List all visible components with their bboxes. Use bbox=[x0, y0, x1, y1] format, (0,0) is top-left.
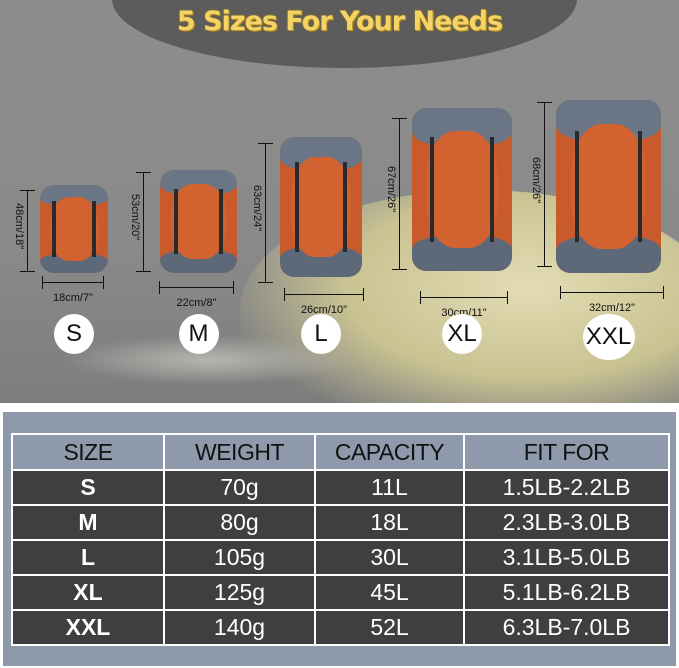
strap bbox=[173, 188, 178, 255]
compression-bag-xl bbox=[412, 108, 512, 271]
compression-bag-l bbox=[280, 137, 362, 277]
strap bbox=[490, 137, 494, 242]
cell-fit-for: 5.1LB-6.2LB bbox=[463, 574, 670, 611]
cell-weight: 105g bbox=[163, 539, 316, 576]
width-label: 26cm/10" bbox=[300, 304, 348, 316]
size-table-panel: SIZE WEIGHT CAPACITY FIT FOR S 70g 11L 1.5L… bbox=[3, 412, 676, 666]
height-label: 68cm/26" bbox=[530, 156, 542, 203]
table-header-row: SIZE WEIGHT CAPACITY FIT FOR bbox=[11, 433, 670, 471]
height-dimension-line bbox=[392, 118, 407, 270]
cell-size: S bbox=[11, 469, 165, 506]
cell-weight: 80g bbox=[163, 504, 316, 541]
width-dimension-line bbox=[284, 288, 364, 301]
height-label: 48cm/18" bbox=[13, 203, 25, 250]
size-badge: M bbox=[178, 314, 219, 354]
product-photo: 5 Sizes For Your Needs 48cm/18" 18cm/7" … bbox=[0, 0, 679, 403]
height-label: 53cm/20" bbox=[129, 194, 141, 241]
cell-fit-for: 1.5LB-2.2LB bbox=[463, 469, 670, 506]
size-badge: XL bbox=[442, 314, 482, 354]
bag-body bbox=[570, 124, 647, 249]
cell-capacity: 52L bbox=[314, 609, 465, 646]
strap bbox=[574, 131, 579, 242]
cell-size: M bbox=[11, 504, 165, 541]
width-label: 18cm/7" bbox=[53, 292, 93, 304]
bag-top bbox=[40, 185, 108, 207]
cell-capacity: 30L bbox=[314, 539, 465, 576]
strap bbox=[219, 188, 224, 255]
cell-capacity: 11L bbox=[314, 469, 465, 506]
width-dimension-line bbox=[42, 276, 104, 289]
cell-weight: 70g bbox=[163, 469, 316, 506]
height-dimension-line bbox=[20, 190, 35, 272]
table-row: XL 125g 45L 5.1LB-6.2LB bbox=[11, 574, 670, 611]
strap bbox=[638, 131, 643, 242]
table-row: M 80g 18L 2.3LB-3.0LB bbox=[11, 504, 670, 541]
header-size: SIZE bbox=[11, 433, 165, 471]
cell-fit-for: 2.3LB-3.0LB bbox=[463, 504, 670, 541]
cell-fit-for: 3.1LB-5.0LB bbox=[463, 539, 670, 576]
table-row: S 70g 11L 1.5LB-2.2LB bbox=[11, 469, 670, 506]
bag-body bbox=[170, 184, 227, 259]
bag-bottom bbox=[40, 253, 108, 273]
size-badge: L bbox=[301, 314, 341, 354]
header-capacity: CAPACITY bbox=[314, 433, 465, 471]
strap bbox=[430, 137, 434, 242]
cell-size: XL bbox=[11, 574, 165, 611]
bag-body bbox=[291, 156, 351, 258]
width-dimension-line bbox=[159, 281, 234, 294]
strap bbox=[91, 200, 96, 258]
width-dimension-line bbox=[420, 291, 508, 304]
size-table: SIZE WEIGHT CAPACITY FIT FOR S 70g 11L 1.5L… bbox=[11, 433, 670, 646]
strap bbox=[294, 162, 299, 252]
header-weight: WEIGHT bbox=[163, 433, 316, 471]
page-title: 5 Sizes For Your Needs bbox=[176, 6, 503, 37]
bag-body bbox=[426, 130, 498, 249]
height-label: 63cm/24" bbox=[251, 185, 263, 232]
width-label: 22cm/8" bbox=[176, 297, 217, 309]
compression-bag-m bbox=[160, 170, 237, 273]
cell-capacity: 18L bbox=[314, 504, 465, 541]
size-badge: XXL bbox=[582, 314, 635, 360]
height-dimension-line bbox=[136, 172, 151, 272]
cell-fit-for: 6.3LB-7.0LB bbox=[463, 609, 670, 646]
header-fit-for: FIT FOR bbox=[463, 433, 670, 471]
cell-weight: 140g bbox=[163, 609, 316, 646]
height-label: 67cm/26" bbox=[385, 166, 397, 213]
width-label: 32cm/12" bbox=[588, 302, 636, 314]
width-dimension-line bbox=[560, 286, 664, 299]
bag-bottom bbox=[160, 250, 237, 273]
cell-size: XXL bbox=[11, 609, 165, 646]
size-badge: S bbox=[54, 314, 94, 354]
strap bbox=[52, 200, 57, 258]
height-dimension-line bbox=[258, 143, 273, 283]
table-row: L 105g 30L 3.1LB-5.0LB bbox=[11, 539, 670, 576]
cell-capacity: 45L bbox=[314, 574, 465, 611]
height-dimension-line bbox=[537, 102, 552, 267]
compression-bag-xxl bbox=[556, 100, 661, 273]
cell-weight: 125g bbox=[163, 574, 316, 611]
compression-bag-s bbox=[40, 185, 108, 273]
cell-size: L bbox=[11, 539, 165, 576]
table-row: XXL 140g 52L 6.3LB-7.0LB bbox=[11, 609, 670, 646]
bag-body bbox=[49, 197, 99, 261]
strap bbox=[343, 162, 348, 252]
